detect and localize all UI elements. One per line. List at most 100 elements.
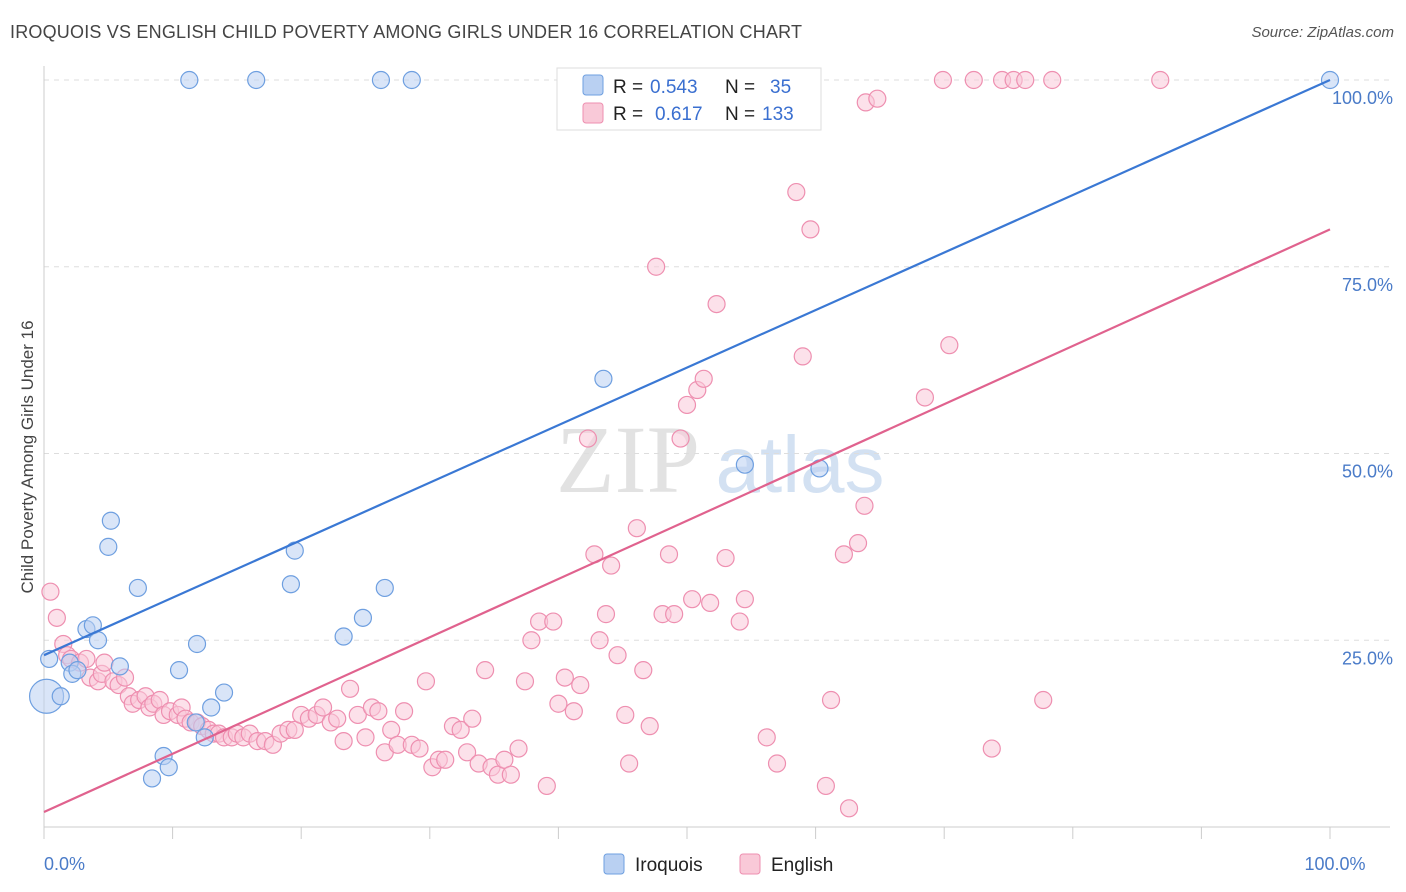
point-english-102 bbox=[683, 590, 702, 609]
point-iroquois-24 bbox=[281, 575, 301, 594]
point-english-133 bbox=[1043, 70, 1062, 90]
point-iroquois-18 bbox=[186, 713, 205, 732]
point-english-1 bbox=[47, 608, 66, 627]
source-label: Source: ZipAtlas.com bbox=[1251, 24, 1394, 41]
legend-n-value-iroquois: 35 bbox=[770, 77, 791, 98]
point-english-0 bbox=[41, 582, 60, 601]
point-english-49 bbox=[334, 731, 353, 751]
point-english-77 bbox=[522, 631, 541, 650]
x-tick-label-100: 100.0% bbox=[1304, 854, 1365, 874]
point-iroquois-19 bbox=[187, 634, 207, 654]
bottom-legend-swatch-english bbox=[739, 853, 761, 875]
point-english-115 bbox=[801, 220, 820, 239]
point-iroquois-27 bbox=[353, 608, 373, 627]
point-english-56 bbox=[382, 720, 401, 739]
chart-title: IROQUOIS VS ENGLISH CHILD POVERTY AMONG … bbox=[10, 22, 803, 42]
bottom-legend: Iroquois English bbox=[603, 853, 833, 876]
point-english-112 bbox=[767, 754, 787, 773]
point-english-123 bbox=[868, 89, 887, 108]
point-english-67 bbox=[457, 743, 477, 762]
trend-line-english bbox=[43, 228, 1331, 814]
point-english-107 bbox=[716, 548, 735, 568]
point-iroquois-30 bbox=[402, 70, 421, 90]
point-english-93 bbox=[627, 519, 646, 538]
point-english-50 bbox=[340, 679, 360, 698]
point-english-95 bbox=[640, 717, 659, 736]
tick-labels: 25.0% 50.0% 75.0% 100.0% 0.0% 100.0% bbox=[44, 88, 1393, 874]
point-english-116 bbox=[816, 776, 835, 796]
legend-swatch-iroquois bbox=[582, 74, 604, 96]
point-english-89 bbox=[602, 556, 621, 575]
point-english-46 bbox=[313, 698, 333, 717]
point-english-10 bbox=[95, 653, 114, 672]
point-english-58 bbox=[394, 702, 414, 721]
bottom-legend-label-iroquois: Iroquois bbox=[635, 855, 703, 876]
legend-n-value-english: 133 bbox=[762, 104, 794, 125]
point-english-80 bbox=[544, 612, 563, 631]
point-english-61 bbox=[416, 672, 436, 691]
point-iroquois-13 bbox=[142, 769, 162, 788]
point-iroquois-12 bbox=[128, 578, 147, 598]
point-english-132 bbox=[1034, 690, 1053, 710]
data-points bbox=[28, 70, 1340, 818]
point-english-131 bbox=[1016, 70, 1035, 90]
point-iroquois-29 bbox=[375, 578, 394, 598]
point-iroquois-21 bbox=[202, 698, 221, 717]
point-iroquois-2 bbox=[51, 687, 70, 706]
point-english-70 bbox=[475, 661, 495, 680]
point-english-121 bbox=[855, 496, 874, 515]
point-english-91 bbox=[616, 705, 635, 725]
point-english-113 bbox=[787, 182, 806, 202]
point-english-109 bbox=[735, 590, 754, 609]
trend-line-iroquois bbox=[43, 78, 1331, 657]
point-iroquois-32 bbox=[735, 455, 754, 474]
point-english-120 bbox=[848, 534, 868, 553]
y-tick-label-75: 75.0% bbox=[1342, 275, 1393, 295]
point-english-75 bbox=[509, 739, 528, 758]
point-english-104 bbox=[694, 369, 713, 388]
point-iroquois-15 bbox=[159, 758, 178, 777]
point-english-114 bbox=[793, 347, 812, 366]
point-iroquois-16 bbox=[169, 661, 189, 680]
point-english-81 bbox=[549, 694, 568, 713]
point-english-51 bbox=[348, 705, 367, 725]
trend-lines bbox=[43, 78, 1331, 814]
point-english-64 bbox=[436, 750, 455, 769]
legend-box: R = 0.543 N = 35 R = 0.617 N = 133 bbox=[556, 67, 822, 131]
point-english-68 bbox=[463, 709, 482, 728]
point-english-106 bbox=[707, 295, 726, 314]
point-english-66 bbox=[451, 720, 470, 739]
point-english-84 bbox=[571, 675, 590, 695]
legend-swatch-english bbox=[582, 102, 604, 124]
point-english-73 bbox=[495, 750, 514, 769]
point-english-105 bbox=[701, 593, 720, 613]
y-tick-label-25: 25.0% bbox=[1342, 648, 1393, 668]
point-english-87 bbox=[590, 631, 609, 650]
point-english-117 bbox=[821, 690, 841, 710]
point-english-100 bbox=[671, 429, 690, 448]
point-english-98 bbox=[659, 545, 679, 564]
point-english-42 bbox=[285, 720, 304, 739]
point-english-85 bbox=[578, 429, 598, 448]
point-english-83 bbox=[564, 702, 583, 721]
point-english-94 bbox=[634, 661, 653, 680]
legend-r-value-iroquois: 0.543 bbox=[650, 77, 698, 98]
point-english-90 bbox=[608, 646, 627, 665]
point-english-92 bbox=[620, 754, 639, 773]
y-axis-label: Child Poverty Among Girls Under 16 bbox=[18, 320, 37, 593]
point-english-54 bbox=[369, 702, 388, 721]
legend-n-label-english: N = bbox=[725, 104, 755, 125]
bottom-legend-label-english: English bbox=[771, 855, 833, 876]
point-english-119 bbox=[839, 799, 859, 818]
point-english-111 bbox=[757, 728, 776, 747]
point-english-79 bbox=[537, 776, 556, 796]
point-english-118 bbox=[834, 545, 853, 564]
point-iroquois-28 bbox=[371, 70, 391, 90]
point-english-108 bbox=[730, 612, 749, 631]
point-iroquois-31 bbox=[594, 369, 613, 388]
legend-r-label-iroquois: R = bbox=[613, 77, 643, 98]
point-english-74 bbox=[501, 765, 520, 784]
point-english-124 bbox=[915, 388, 935, 407]
legend-r-label-english: R = bbox=[613, 104, 643, 125]
